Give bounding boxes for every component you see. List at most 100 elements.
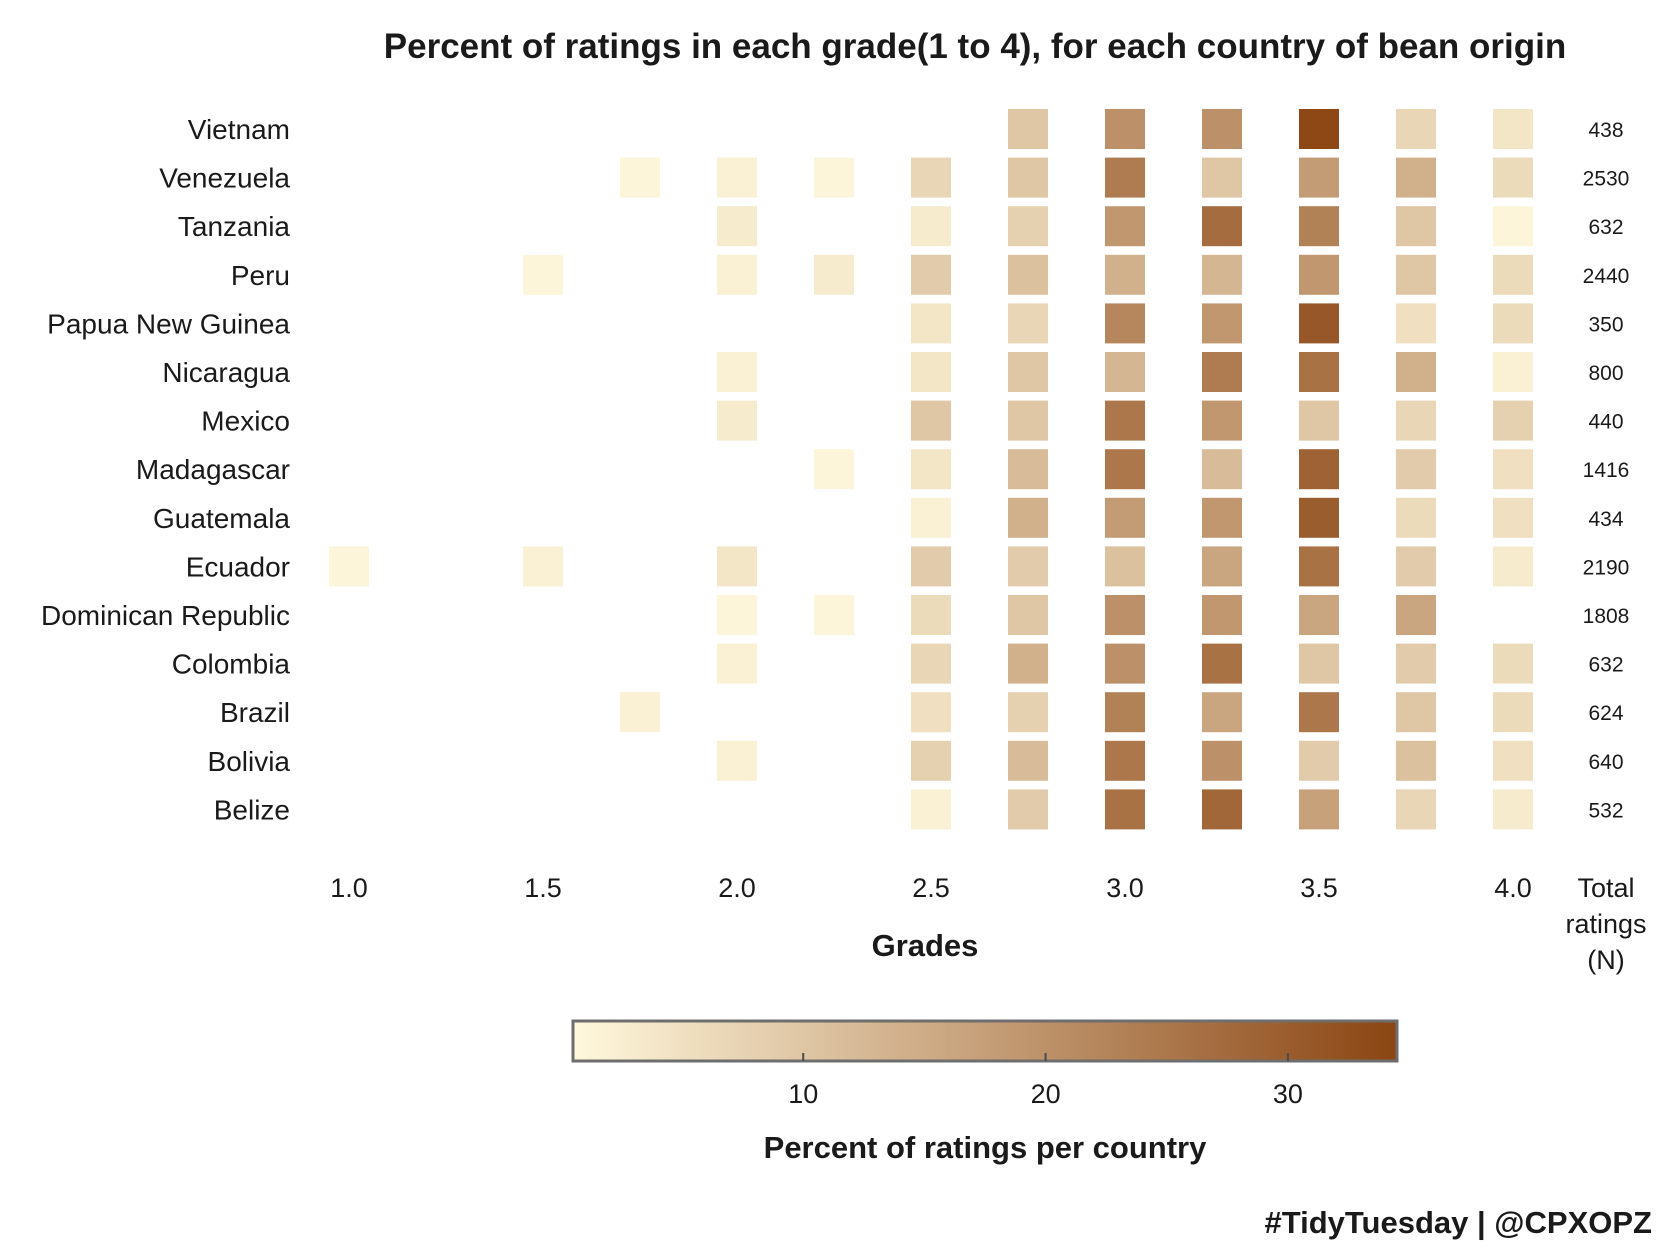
heatmap-cell: [1396, 740, 1436, 781]
total-value: 1808: [1583, 605, 1630, 628]
heatmap-cell: [911, 692, 951, 733]
heatmap-cell: [1299, 109, 1339, 149]
heatmap-cell: [1299, 789, 1339, 830]
heatmap-cell: [1396, 449, 1436, 490]
total-value: 624: [1588, 702, 1623, 725]
country-label: Belize: [214, 794, 290, 825]
heatmap-cell: [717, 157, 757, 198]
heatmap-cell: [1299, 497, 1339, 538]
heatmap-cell: [1105, 449, 1145, 490]
heatmap-cell: [1493, 352, 1533, 392]
total-value: 800: [1588, 362, 1623, 385]
heatmap-cell: [911, 449, 951, 490]
total-value: 434: [1588, 508, 1623, 531]
country-label: Nicaragua: [162, 357, 290, 388]
heatmap-cell: [1008, 643, 1048, 684]
heatmap-cell: [1299, 206, 1339, 247]
heatmap-cell: [911, 740, 951, 781]
heatmap-cell: [1493, 206, 1533, 247]
total-value: 350: [1588, 313, 1623, 336]
heatmap-cell: [1202, 254, 1242, 295]
heatmap-cell: [1202, 595, 1242, 635]
heatmap-cell: [1396, 206, 1436, 247]
heatmap-cell: [1202, 400, 1242, 441]
country-label: Vietnam: [188, 114, 290, 145]
heatmap-cell: [1493, 449, 1533, 490]
heatmap-cell: [1299, 157, 1339, 198]
heatmap-cell: [1008, 789, 1048, 830]
heatmap-cell: [1493, 497, 1533, 538]
heatmap-cell: [1493, 789, 1533, 830]
heatmap-cell: [1202, 692, 1242, 733]
heatmap-cell: [1493, 740, 1533, 781]
heatmap-cell: [1008, 206, 1048, 247]
heatmap-cell: [1299, 352, 1339, 392]
heatmap-cell: [911, 157, 951, 198]
color-legend: 10 20 30 Percent of ratings per country: [571, 1019, 1399, 1165]
x-tick-label: 1.5: [524, 873, 562, 903]
country-label: Bolivia: [208, 746, 291, 777]
colorbar-ticks: 10 20 30: [788, 1053, 1303, 1109]
heatmap-cell: [911, 643, 951, 684]
country-label: Dominican Republic: [41, 600, 290, 631]
heatmap-cell: [1396, 303, 1436, 344]
heatmap-cell: [1396, 595, 1436, 635]
heatmap-cell: [717, 400, 757, 441]
heatmap-cell: [620, 157, 660, 198]
heatmap-cell: [814, 449, 854, 490]
heatmap-cell: [717, 352, 757, 392]
heatmap-cell: [1008, 692, 1048, 733]
heatmap-cell: [1008, 157, 1048, 198]
heatmap-cell: [1008, 740, 1048, 781]
country-label: Guatemala: [153, 503, 290, 534]
heatmap-cell: [1396, 789, 1436, 830]
heatmap-cell: [1202, 157, 1242, 198]
heatmap-cell: [1008, 595, 1048, 635]
heatmap-cell: [329, 546, 369, 587]
total-value: 2530: [1583, 168, 1630, 191]
heatmap-cell: [1105, 497, 1145, 538]
heatmap-cell: [1396, 109, 1436, 149]
x-tick-label: 3.5: [1300, 873, 1338, 903]
heatmap-cell: [911, 546, 951, 587]
heatmap-cell: [717, 595, 757, 635]
heatmap-cell: [1396, 157, 1436, 198]
colorbar-tick-label: 10: [788, 1079, 818, 1109]
caption: #TidyTuesday | @CPXOPZ: [1265, 1205, 1653, 1240]
heatmap-cell: [1008, 546, 1048, 587]
heatmap-cell: [911, 206, 951, 247]
heatmap-cell: [1008, 352, 1048, 392]
total-header-line: ratings: [1565, 909, 1646, 939]
country-label: Peru: [231, 260, 290, 291]
heatmap-cell: [1493, 400, 1533, 441]
heatmap-cell: [1493, 643, 1533, 684]
total-value: 632: [1588, 216, 1623, 239]
colorbar-tick-label: 30: [1273, 1079, 1303, 1109]
country-label: Colombia: [172, 649, 291, 680]
heatmap-cell: [1105, 254, 1145, 295]
x-tick-label: 1.0: [330, 873, 368, 903]
heatmap-cell: [911, 595, 951, 635]
x-tick-label: 4.0: [1494, 873, 1532, 903]
heatmap-cell: [814, 254, 854, 295]
heatmap-cell: [1202, 643, 1242, 684]
heatmap-cells: [329, 109, 1533, 830]
country-label: Ecuador: [186, 551, 290, 582]
heatmap-cell: [1396, 497, 1436, 538]
heatmap-cell: [1008, 400, 1048, 441]
heatmap-cell: [1105, 692, 1145, 733]
heatmap-cell: [1105, 595, 1145, 635]
heatmap-cell: [1396, 643, 1436, 684]
heatmap-cell: [1202, 206, 1242, 247]
heatmap-cell: [1493, 157, 1533, 198]
heatmap-cell: [911, 352, 951, 392]
total-ratings-header: Total ratings (N): [1565, 873, 1646, 975]
heatmap-cell: [1299, 692, 1339, 733]
colorbar-tick-label: 20: [1031, 1079, 1061, 1109]
heatmap-cell: [911, 400, 951, 441]
heatmap-cell: [1105, 789, 1145, 830]
heatmap-cell: [1396, 352, 1436, 392]
total-value: 2190: [1583, 556, 1630, 579]
heatmap-cell: [1493, 109, 1533, 149]
